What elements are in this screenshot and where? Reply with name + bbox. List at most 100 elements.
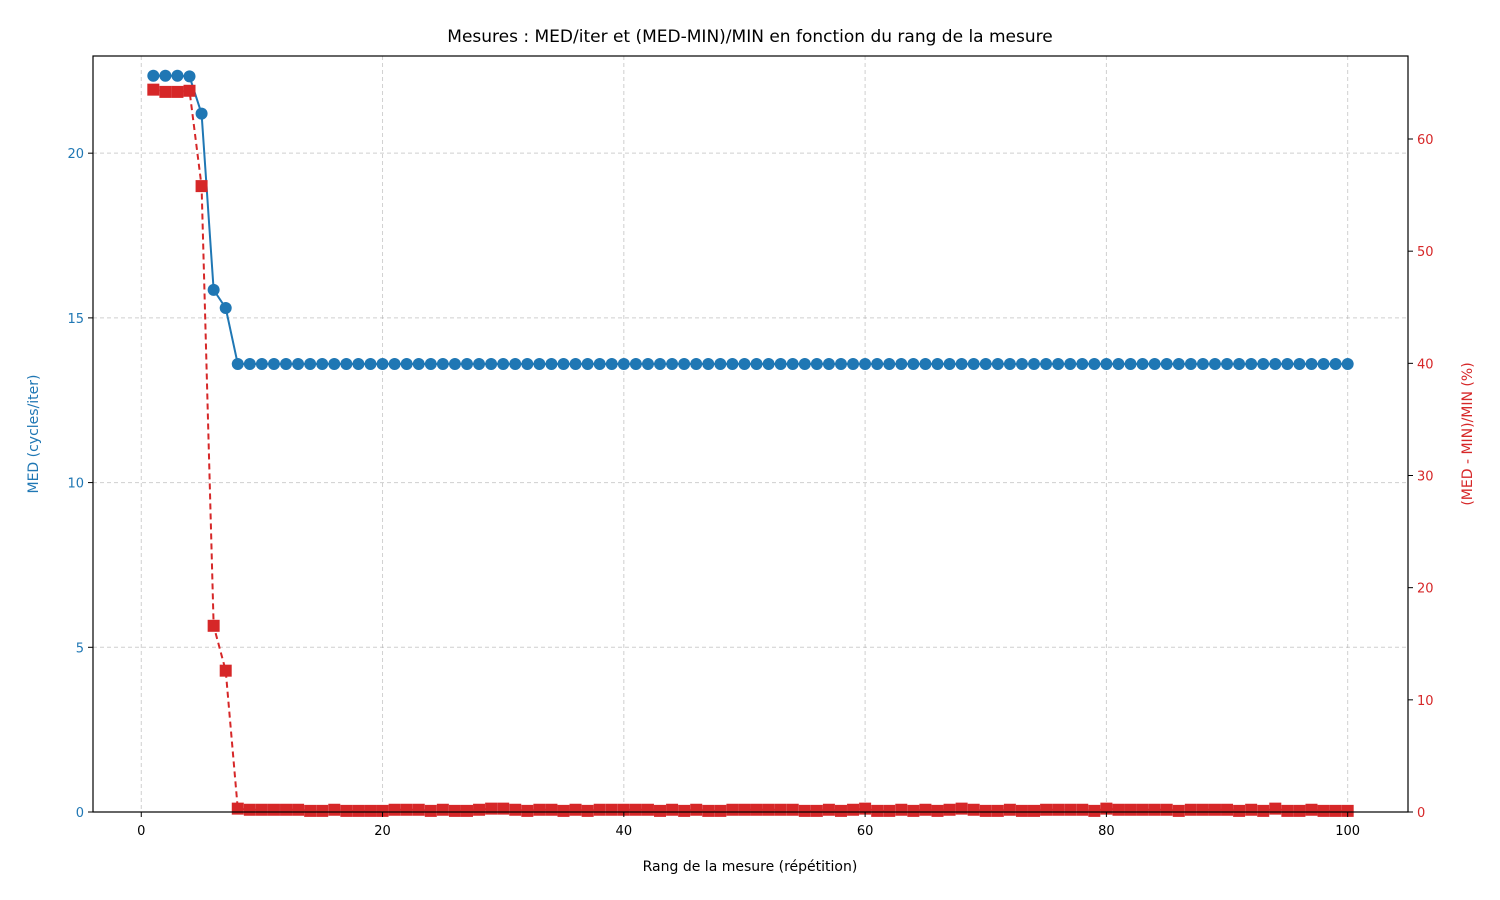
axes-layer: 0 20 40 60 80 100 0 5 10 15 20 0 10 20 30 40 50 60 <box>67 133 1433 839</box>
series-ecart-point <box>557 804 570 817</box>
series-med-point <box>159 69 172 82</box>
series-ecart-point <box>847 803 860 816</box>
series-ecart-point <box>340 804 353 817</box>
series-ecart-point <box>497 802 510 815</box>
series-ecart-point <box>1064 803 1077 816</box>
series-ecart-line <box>153 88 1348 812</box>
series-ecart-point <box>1341 804 1354 817</box>
series-med-line <box>153 74 1348 365</box>
series-ecart-point <box>436 803 449 816</box>
series-med-point <box>460 358 473 370</box>
series-med-point <box>786 358 799 370</box>
series-ecart-point <box>1040 803 1053 816</box>
y-right-tick-label: 10 <box>1417 694 1434 709</box>
series-ecart-point <box>871 804 884 817</box>
series-ecart-point <box>1112 803 1125 816</box>
y-axis-left-label: MED (cycles/iter) <box>26 374 42 493</box>
series-med-point <box>871 358 884 370</box>
series-med-point <box>1028 358 1041 370</box>
series-ecart-point <box>666 803 679 816</box>
series-ecart-point <box>654 804 667 817</box>
series-med-point <box>1233 358 1246 370</box>
series-med-point <box>641 358 654 370</box>
series-med-point <box>617 358 630 370</box>
series-ecart-point <box>907 804 920 817</box>
series-ecart-point <box>943 803 956 816</box>
series-med-point <box>1100 358 1113 370</box>
series-med-point <box>690 358 703 370</box>
series-ecart-point <box>1088 804 1101 817</box>
series-med-point <box>1003 358 1016 370</box>
series-med-point <box>267 358 280 370</box>
series-med-point <box>424 358 437 370</box>
series-ecart-point <box>931 804 944 817</box>
y-left-tick-label: 20 <box>67 147 84 162</box>
chart-title: Mesures : MED/iter et (MED-MIN)/MIN en f… <box>447 27 1052 47</box>
series-med-point <box>714 358 727 370</box>
series-ecart-point <box>714 804 727 817</box>
x-axis-label: Rang de la mesure (répétition) <box>643 859 858 875</box>
series-med-point <box>304 358 317 370</box>
series-med-point <box>1221 358 1234 370</box>
series-med-point <box>195 107 208 120</box>
series-ecart-point <box>702 804 715 817</box>
y-left-tick-label: 10 <box>67 477 84 492</box>
series-ecart-point <box>364 804 377 817</box>
series-ecart-point <box>545 803 558 816</box>
series-med-point <box>931 358 944 370</box>
series-ecart-point <box>1172 804 1185 817</box>
series-ecart-point <box>473 803 486 816</box>
series-med-point <box>1148 358 1161 370</box>
series-ecart-point <box>1257 804 1270 817</box>
series-med-point <box>1305 358 1318 370</box>
series-ecart-point <box>243 803 256 816</box>
series-ecart-point <box>304 804 317 817</box>
series-med-point <box>364 358 377 370</box>
series-ecart-point <box>738 803 751 816</box>
x-tick-label: 80 <box>1098 824 1115 839</box>
series-ecart-point <box>726 803 739 816</box>
series-med-point <box>774 358 787 370</box>
series-ecart-point <box>1208 803 1221 816</box>
series-ecart-point <box>1136 803 1149 816</box>
series-ecart-point <box>774 803 787 816</box>
series-ecart-point <box>1329 804 1342 817</box>
series-ecart-point <box>605 803 618 816</box>
series-med-point <box>448 358 461 370</box>
series-ecart-point <box>919 803 932 816</box>
series-med-point <box>255 358 268 370</box>
series-med-point <box>1281 358 1294 370</box>
series-ecart-point <box>292 803 305 816</box>
series-ecart-point <box>1124 803 1137 816</box>
series-med-point <box>1341 358 1354 370</box>
series-ecart-point <box>955 802 968 815</box>
series-med-point <box>955 358 968 370</box>
series-ecart-point <box>810 804 823 817</box>
series-ecart-point <box>280 803 293 816</box>
series-med-point <box>545 358 558 370</box>
series-med-point <box>798 358 811 370</box>
series-ecart-point <box>267 803 280 816</box>
series-ecart-point <box>979 804 992 817</box>
series-med-point <box>1329 358 1342 370</box>
series-ecart-point <box>1148 803 1161 816</box>
series-med-point <box>1245 358 1258 370</box>
series-med-point <box>497 358 510 370</box>
series-med-point <box>834 358 847 370</box>
series-med-point <box>943 358 956 370</box>
series-med-point <box>557 358 570 370</box>
y-left-tick-label: 5 <box>76 641 84 656</box>
series-med-point <box>750 358 763 370</box>
series-ecart-point <box>690 803 703 816</box>
x-tick-label: 100 <box>1335 824 1360 839</box>
series-med-point <box>473 358 486 370</box>
series-med-point <box>1136 358 1149 370</box>
series-ecart-point <box>424 804 437 817</box>
series-ecart-point <box>641 803 654 816</box>
x-tick-label: 0 <box>137 824 145 839</box>
series-med-point <box>1088 358 1101 370</box>
series-ecart-point <box>1184 803 1197 816</box>
series-ecart-point <box>195 180 208 193</box>
series-ecart-point <box>593 803 606 816</box>
